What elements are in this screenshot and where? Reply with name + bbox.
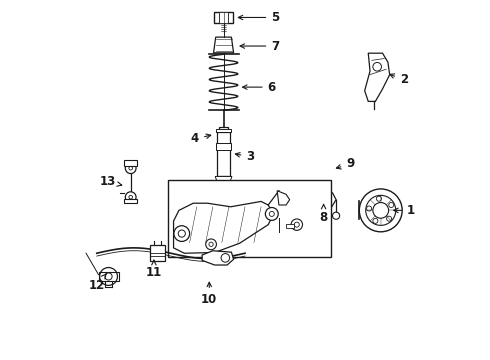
- Circle shape: [366, 195, 396, 225]
- Polygon shape: [219, 127, 228, 132]
- Circle shape: [373, 219, 378, 223]
- Text: 6: 6: [243, 81, 276, 94]
- Circle shape: [267, 195, 275, 204]
- Text: 8: 8: [319, 204, 328, 224]
- Polygon shape: [173, 202, 273, 253]
- Polygon shape: [202, 251, 234, 265]
- Text: 1: 1: [393, 204, 415, 217]
- Circle shape: [99, 267, 118, 285]
- Polygon shape: [149, 246, 165, 261]
- Polygon shape: [217, 132, 230, 176]
- Text: 10: 10: [201, 282, 218, 306]
- Circle shape: [373, 203, 389, 218]
- Circle shape: [367, 206, 371, 211]
- Polygon shape: [214, 37, 234, 53]
- Text: 4: 4: [191, 132, 211, 145]
- Circle shape: [178, 230, 185, 237]
- Circle shape: [389, 203, 394, 207]
- Polygon shape: [365, 53, 390, 102]
- Text: 13: 13: [99, 175, 122, 188]
- Text: 9: 9: [336, 157, 354, 170]
- Polygon shape: [124, 199, 137, 203]
- Circle shape: [105, 273, 112, 280]
- Polygon shape: [215, 176, 232, 182]
- Circle shape: [376, 196, 381, 201]
- Text: 5: 5: [238, 11, 279, 24]
- Polygon shape: [124, 160, 137, 166]
- Circle shape: [291, 219, 302, 230]
- Circle shape: [333, 212, 340, 219]
- Circle shape: [221, 253, 230, 262]
- Circle shape: [387, 216, 392, 221]
- Text: 3: 3: [235, 150, 254, 163]
- Circle shape: [174, 226, 190, 242]
- Text: 12: 12: [89, 274, 106, 292]
- Polygon shape: [216, 129, 231, 132]
- Text: 7: 7: [240, 40, 279, 53]
- Circle shape: [266, 207, 278, 220]
- Circle shape: [206, 239, 217, 249]
- Bar: [286, 224, 294, 228]
- Circle shape: [219, 184, 228, 194]
- Text: 2: 2: [390, 73, 408, 86]
- Circle shape: [125, 192, 136, 203]
- Bar: [214, 12, 233, 23]
- Circle shape: [359, 189, 402, 232]
- Circle shape: [125, 163, 136, 174]
- Polygon shape: [217, 143, 231, 150]
- Bar: [220, 12, 228, 23]
- Bar: [168, 180, 331, 257]
- Circle shape: [373, 63, 381, 71]
- Text: 11: 11: [146, 260, 162, 279]
- Polygon shape: [268, 193, 336, 213]
- Polygon shape: [277, 191, 290, 205]
